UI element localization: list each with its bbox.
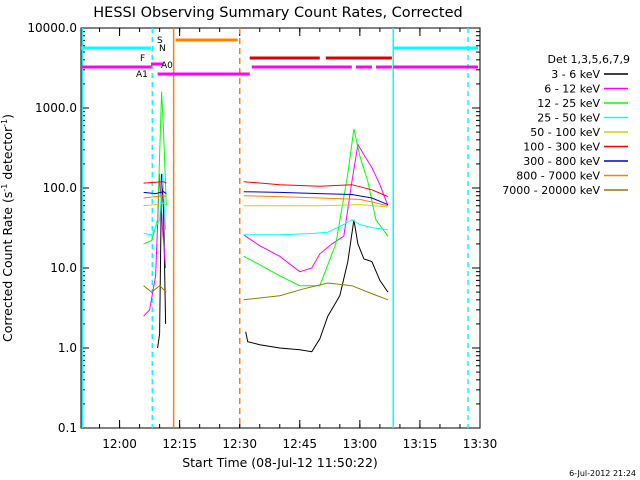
axis-ticks: 12:00 12:15 12:30 12:45 13:00 13:15 13:30 0.1 1.… [27,21,497,451]
y-tick-label: 100.0 [43,181,77,195]
x-tick-label: 12:30 [222,437,257,451]
series-line-3 [243,219,388,236]
data-series [143,91,389,353]
legend-title: Det 1,3,5,6,7,9 [547,53,630,66]
series-line-5 [243,181,389,198]
series-line-0 [245,219,389,353]
series-line-3 [143,173,167,236]
legend-label: 6 - 12 keV [544,83,600,96]
legend-label: 800 - 7000 keV [516,170,600,183]
y-tick-label: 1000.0 [35,101,77,115]
legend-label: 7000 - 20000 keV [502,184,600,197]
y-tick-label: 0.1 [58,421,77,435]
flag-label-s: S [157,36,163,46]
y-tick-label: 1.0 [58,341,77,355]
legend-label: 25 - 50 keV [537,112,600,125]
y-axis-label: Corrected Count Rate (s-1 detector-1) [0,114,15,342]
x-tick-label: 13:30 [463,437,498,451]
x-tick-label: 12:15 [162,437,197,451]
plot-timestamp: 6-Jul-2012 21:24 [569,469,636,478]
legend-label: 300 - 800 keV [523,155,600,168]
series-line-7 [143,195,167,199]
series-line-7 [243,195,389,207]
series-line-8 [143,285,167,293]
x-axis-label: Start Time (08-Jul-12 11:50:22) [182,455,378,470]
series-line-4 [243,204,388,208]
y-tick-label: 10000.0 [27,21,77,35]
flag-label-a1: A1 [136,70,148,80]
series-line-5 [143,181,167,184]
x-tick-label: 12:45 [282,437,317,451]
plot-frame [80,27,481,429]
series-line-2 [243,128,389,287]
legend-label: 3 - 6 keV [551,68,600,81]
legend-label: 12 - 25 keV [537,97,600,110]
flag-label-f: F [140,54,145,64]
chart-title: HESSI Observing Summary Count Rates, Cor… [93,5,462,21]
y-tick-label: 10.0 [50,261,77,275]
series-line-1 [243,143,389,273]
series-line-6 [143,191,167,195]
legend-label: 50 - 100 keV [530,126,600,139]
x-tick-label: 12:00 [102,437,137,451]
series-line-4 [143,202,167,207]
vertical-markers [81,28,469,428]
series-line-2 [143,91,167,245]
flag-label-n: N [159,44,166,54]
legend-label: 100 - 300 keV [523,141,600,154]
series-line-8 [243,282,389,301]
series-line-6 [243,191,389,206]
x-tick-label: 13:15 [403,437,438,451]
flag-bars [81,38,478,76]
flag-label-a0: A0 [161,61,173,71]
x-tick-label: 13:00 [343,437,378,451]
series-line-1 [143,173,167,317]
